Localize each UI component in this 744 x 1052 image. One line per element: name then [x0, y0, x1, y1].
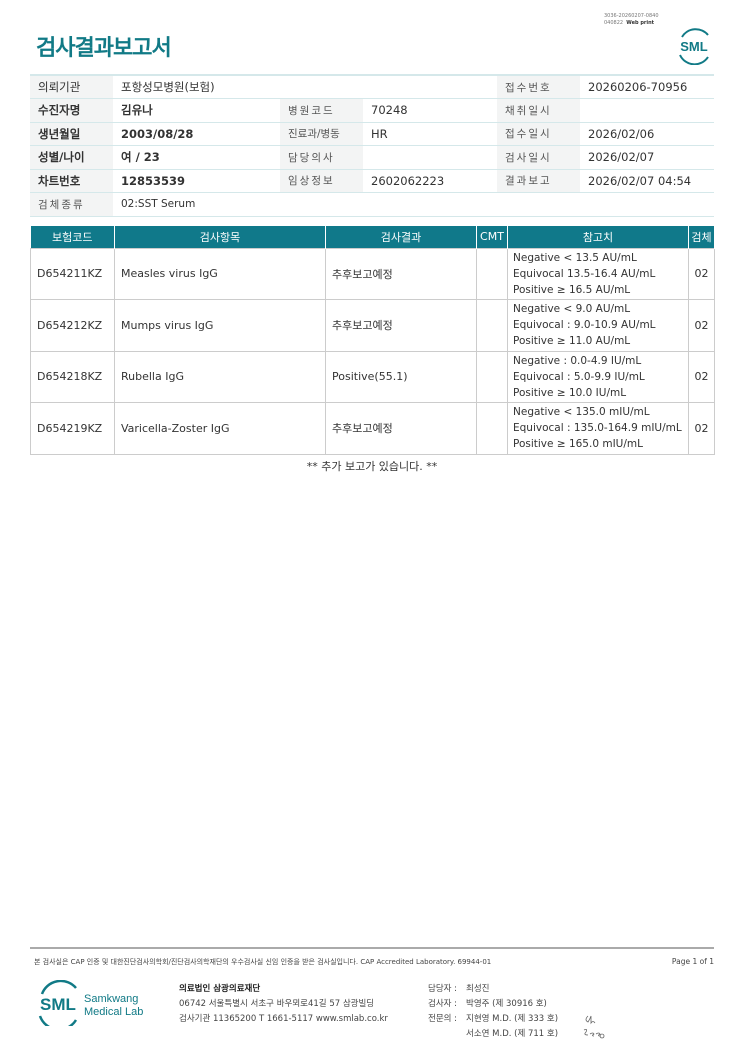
info-row: 성별/나이 여 / 23 담당의사 검사일시 2026/02/07: [30, 145, 714, 170]
column-header: 보험코드: [30, 226, 115, 248]
column-header: 검체: [688, 226, 715, 248]
staff-entry: 전문의 : 지현영 M.D. (제 333 호): [428, 1014, 559, 1024]
staff-entry: 서소연 M.D. (제 711 호): [466, 1029, 559, 1039]
test-result: 추후보고예정: [325, 402, 477, 455]
info-row: 검체종류 02:SST Serum: [30, 192, 714, 217]
print-meta: 3036-20260207-0840 040822 Web print: [604, 13, 659, 26]
svg-text:Samkwang: Samkwang: [84, 993, 138, 1005]
reference-range: Negative < 9.0 AU/mL Equivocal : 9.0-10.9…: [507, 299, 689, 352]
info-row: 생년월일 2003/08/28 진료과/병동 HR 접수일시 2026/02/06: [30, 122, 714, 146]
column-header: 참고치: [507, 226, 689, 248]
specimen: 02: [688, 299, 715, 352]
insurance-code: D654211KZ: [30, 247, 115, 300]
sml-logo: SML: [679, 28, 709, 65]
page-title: 검사결과보고서: [36, 36, 172, 61]
result-row: D654218KZ Rubella IgG Positive(55.1) Neg…: [30, 350, 715, 403]
column-header: CMT: [476, 226, 508, 248]
column-header: 검사결과: [325, 226, 477, 248]
certification-disclaimer: 본 검사실은 CAP 인증 및 대한진단검사의학회/진단검사의학재단의 우수검사…: [34, 958, 492, 966]
reference-range: Negative : 0.0-4.9 IU/mL Equivocal : 5.0-…: [507, 350, 689, 403]
info-row: 수진자명 김유나 병원코드 70248 채취일시: [30, 98, 714, 123]
specimen: 02: [688, 247, 715, 300]
specimen: 02: [688, 402, 715, 455]
result-row: D654219KZ Varicella-Zoster IgG 추후보고예정 Ne…: [30, 402, 715, 455]
test-item: Measles virus IgG: [114, 247, 326, 300]
result-row: D654211KZ Measles virus IgG 추후보고예정 Negat…: [30, 247, 715, 300]
test-result: 추후보고예정: [325, 247, 477, 300]
staff-entry: 검사자 : 박영주 (제 30916 호): [428, 999, 547, 1009]
insurance-code: D654219KZ: [30, 402, 115, 455]
additional-report-note: ** 추가 보고가 있습니다. **: [306, 460, 438, 473]
signature: [583, 1015, 605, 1039]
insurance-code: D654218KZ: [30, 350, 115, 403]
test-result: Positive(55.1): [325, 350, 477, 403]
test-item: Mumps virus IgG: [114, 299, 326, 352]
svg-text:SML: SML: [680, 39, 708, 54]
test-result: 추후보고예정: [325, 299, 477, 352]
svg-text:SML: SML: [40, 995, 76, 1014]
samkwang-logo: SML Samkwang Medical Lab: [38, 980, 143, 1026]
cmt: [476, 402, 508, 455]
test-item: Varicella-Zoster IgG: [114, 402, 326, 455]
reference-range: Negative < 13.5 AU/mL Equivocal 13.5-16.4…: [507, 247, 689, 300]
cmt: [476, 247, 508, 300]
staff-entry: 담당자 : 최성진: [428, 984, 490, 994]
test-item: Rubella IgG: [114, 350, 326, 403]
insurance-code: D654212KZ: [30, 299, 115, 352]
info-row: 의뢰기관 포항성모병원(보험) 접수번호 20260206-70956: [30, 75, 714, 99]
patient-info-table: 의뢰기관 포항성모병원(보험) 접수번호 20260206-70956 수진자명 김유나…: [30, 74, 714, 217]
cmt: [476, 350, 508, 403]
cmt: [476, 299, 508, 352]
svg-text:Medical Lab: Medical Lab: [84, 1006, 143, 1018]
organization-info: 의료법인 삼광의료재단 06742 서울특별시 서초구 바우뫼로41길 57 삼…: [179, 984, 388, 1024]
page-number: Page 1 of 1: [671, 957, 714, 966]
reference-range: Negative < 135.0 mIU/mL Equivocal : 135.0…: [507, 402, 689, 455]
specimen: 02: [688, 350, 715, 403]
results-table: 보험코드 검사항목 검사결과 CMT 참고치 검체 D654211KZ Measles v…: [30, 226, 715, 455]
footer-divider: [30, 947, 714, 949]
result-row: D654212KZ Mumps virus IgG 추후보고예정 Negativ…: [30, 299, 715, 352]
info-row: 차트번호 12853539 임상정보 2602062223 결과보고 2026/02/07…: [30, 169, 714, 193]
column-header: 검사항목: [114, 226, 326, 248]
